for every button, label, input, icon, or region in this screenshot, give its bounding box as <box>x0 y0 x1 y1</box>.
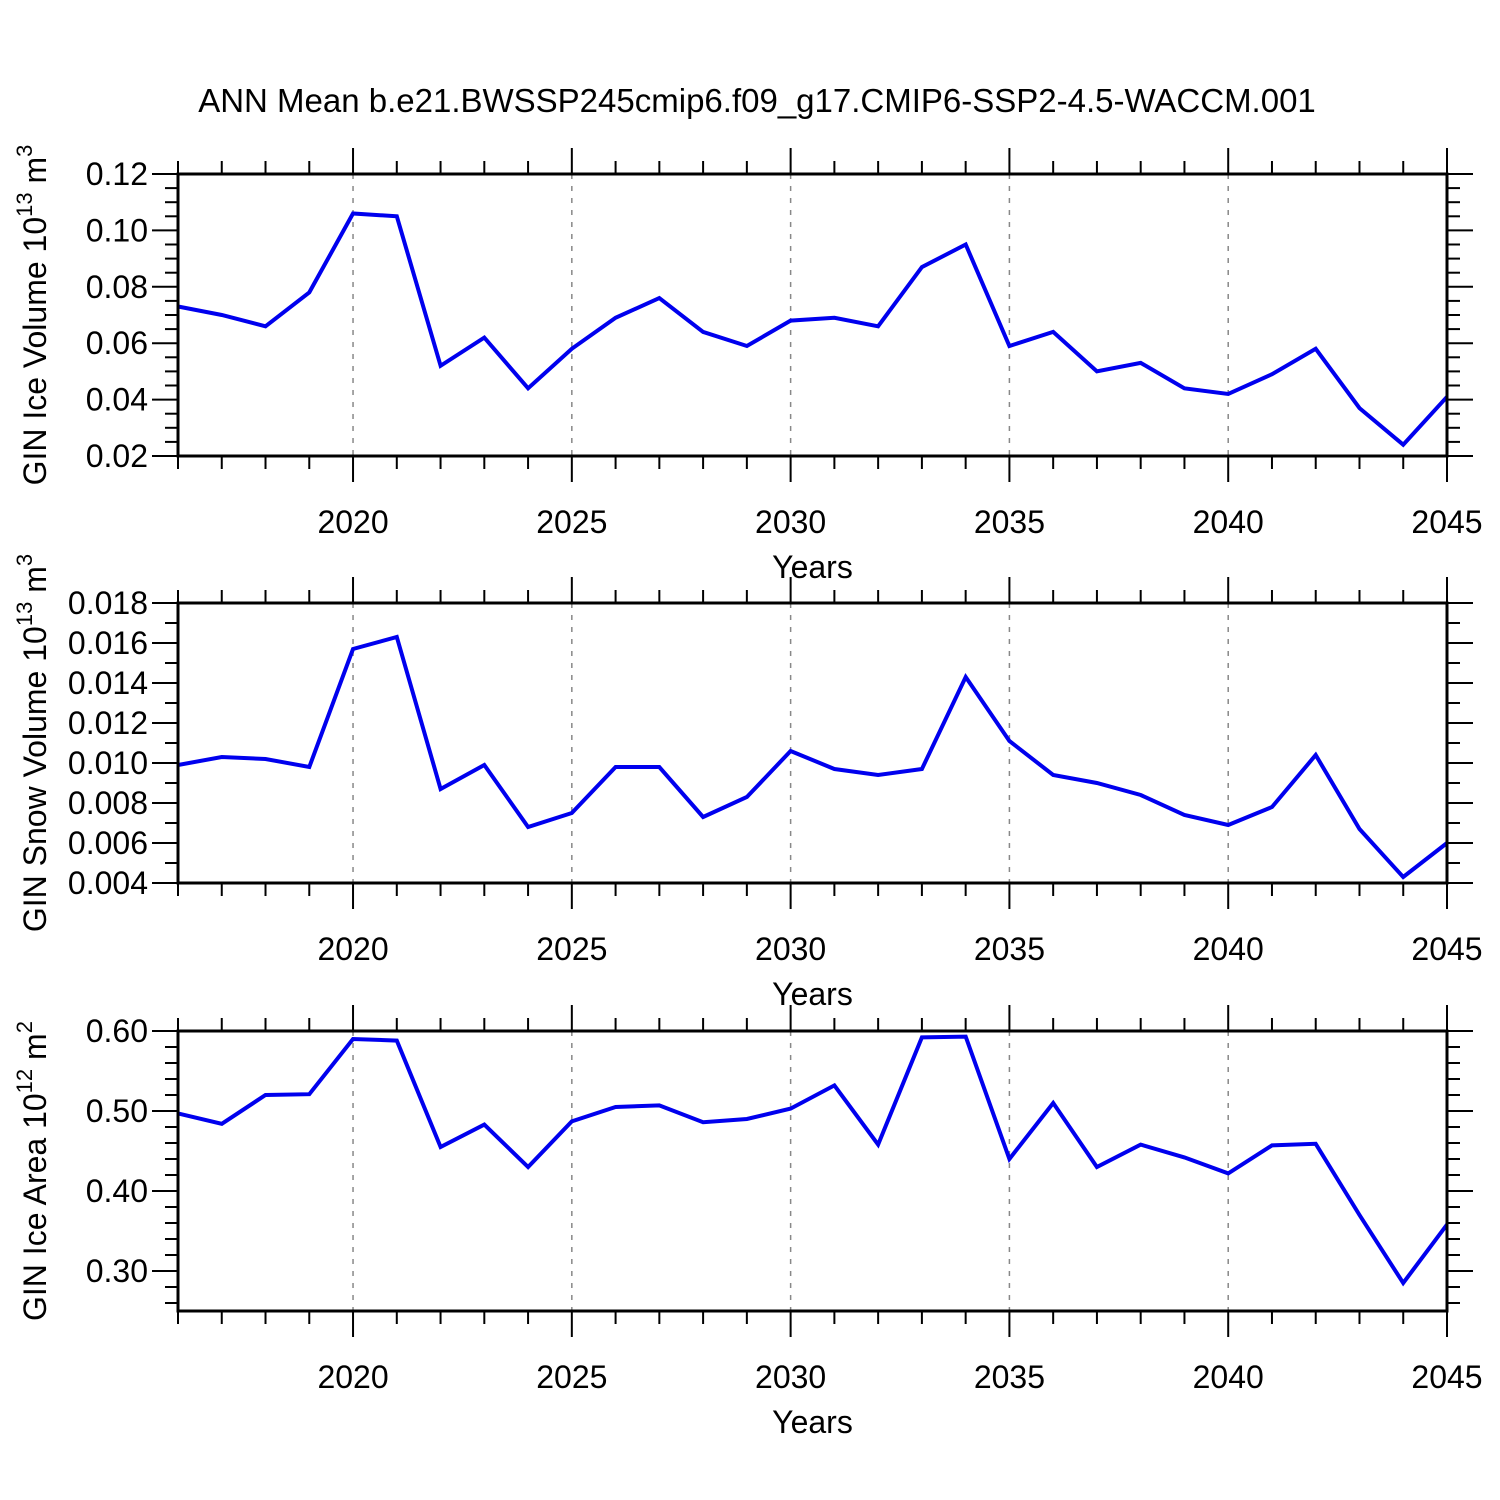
y-tick-label: 0.014 <box>68 665 148 701</box>
x-tick-label: 2045 <box>1411 504 1482 540</box>
y-tick-label: 0.018 <box>68 585 148 621</box>
x-tick-label: 2025 <box>536 1359 607 1395</box>
x-tick-label: 2045 <box>1411 1359 1482 1395</box>
x-tick-label: 2030 <box>755 504 826 540</box>
ice-volume-ylabel: GIN Ice Volume 1013 m3 <box>12 145 53 486</box>
snow-volume-line <box>177 634 1449 880</box>
chart-title: ANN Mean b.e21.BWSSP245cmip6.f09_g17.CMI… <box>198 82 1316 119</box>
y-tick-label: 0.06 <box>86 325 148 361</box>
y-tick-label: 0.016 <box>68 625 148 661</box>
ice-area-ylabel: GIN Ice Area 1012 m2 <box>12 1021 53 1321</box>
x-tick-label: 2030 <box>755 1359 826 1395</box>
x-tick-label: 2040 <box>1193 1359 1264 1395</box>
x-tick-label: 2025 <box>536 504 607 540</box>
y-tick-label: 0.012 <box>68 705 148 741</box>
y-tick-label: 0.02 <box>86 438 148 474</box>
y-tick-label: 0.60 <box>86 1013 148 1049</box>
x-tick-label: 2035 <box>974 504 1045 540</box>
x-tick-label: 2020 <box>317 931 388 967</box>
y-tick-label: 0.08 <box>86 269 148 305</box>
y-tick-label: 0.50 <box>86 1093 148 1129</box>
ice-area-panel: 2020 2025 2030 2035 2040 2045 0.30 0.40 0.50 0.60… <box>12 1005 1483 1440</box>
ice-volume-line <box>177 211 1449 448</box>
snow-volume-panel: 2020 2025 2030 2035 2040 2045 0.004 0.006 0.008 0… <box>12 554 1483 1012</box>
ice-area-line <box>177 1034 1449 1287</box>
plot-frame <box>176 1029 1449 1313</box>
y-tick-label: 0.10 <box>86 212 148 248</box>
x-tick-label: 2035 <box>974 1359 1045 1395</box>
x-tick-label: 2040 <box>1193 504 1264 540</box>
y-tick-label: 0.006 <box>68 825 148 861</box>
x-tick-label: 2025 <box>536 931 607 967</box>
ice-volume-xlabel: Years <box>772 549 853 585</box>
x-tick-label: 2020 <box>317 504 388 540</box>
y-tick-label: 0.04 <box>86 382 148 418</box>
snow-volume-xlabel: Years <box>772 976 853 1012</box>
ice-area-xlabel: Years <box>772 1404 853 1440</box>
y-tick-label: 0.12 <box>86 156 148 192</box>
y-tick-label: 0.40 <box>86 1173 148 1209</box>
x-tick-label: 2035 <box>974 931 1045 967</box>
plot-frame <box>176 172 1449 458</box>
x-tick-label: 2030 <box>755 931 826 967</box>
x-tick-label: 2045 <box>1411 931 1482 967</box>
y-tick-label: 0.004 <box>68 865 148 901</box>
y-tick-label: 0.008 <box>68 785 148 821</box>
ice-volume-panel: 2020 2025 2030 2035 2040 2045 0.02 0.04 0.06 0.08… <box>12 145 1483 585</box>
x-tick-label: 2020 <box>317 1359 388 1395</box>
x-tick-label: 2040 <box>1193 931 1264 967</box>
plot-frame <box>176 601 1449 885</box>
y-tick-label: 0.30 <box>86 1253 148 1289</box>
y-tick-label: 0.010 <box>68 745 148 781</box>
panels-container: 2020 2025 2030 2035 2040 2045 0.02 0.04 0.06 0.08… <box>12 145 1483 1440</box>
snow-volume-ylabel: GIN Snow Volume 1013 m3 <box>12 554 53 932</box>
